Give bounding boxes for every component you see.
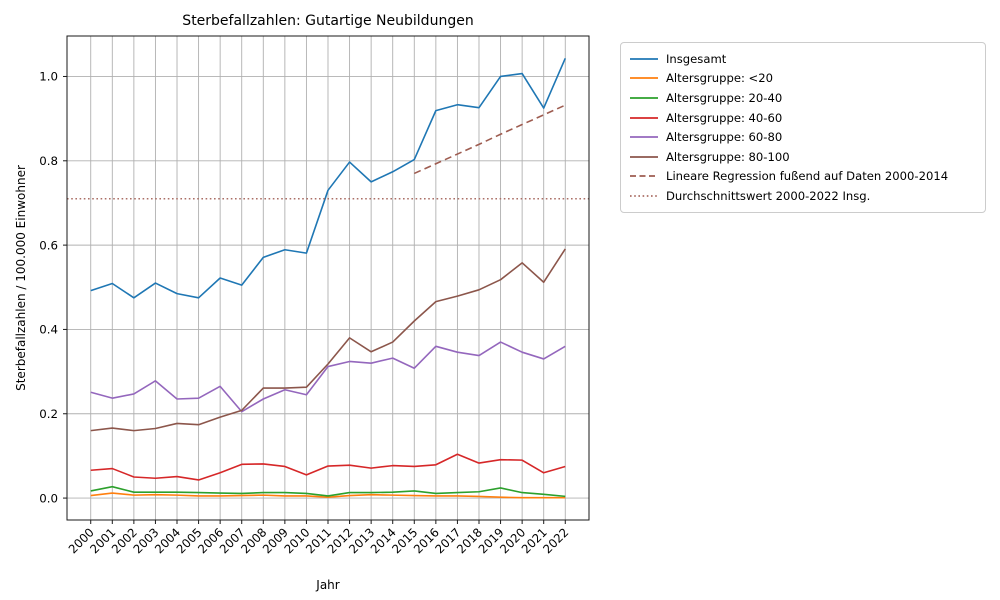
series-solid-line	[90, 248, 566, 432]
series-solid-line	[90, 453, 566, 481]
legend-item-label: Altersgruppe: 60-80	[666, 130, 783, 145]
legend-item-label: Lineare Regression fußend auf Daten 2000…	[666, 169, 949, 184]
legend-item-label: Altersgruppe: 40-60	[666, 110, 783, 125]
y-tick-label: 0.4	[39, 323, 58, 337]
legend-solid-line-swatch	[630, 136, 658, 139]
y-tick-label: 0.0	[39, 491, 58, 505]
legend-item-label: Insgesamt	[666, 51, 727, 66]
legend-solid-line-swatch	[630, 57, 658, 60]
legend-solid-line-swatch	[630, 97, 658, 99]
legend-item-label: Altersgruppe: <20	[666, 71, 774, 86]
legend-solid-line-swatch	[630, 155, 658, 158]
legend-item: Altersgruppe: <20	[629, 69, 976, 89]
legend-item: Altersgruppe: 20-40	[629, 88, 976, 108]
y-tick-label: 1.0	[39, 70, 58, 84]
x-tick-label: 2022	[540, 525, 571, 556]
series-solid-line	[90, 492, 566, 499]
legend-item-label: Durchschnittswert 2000-2022 Insg.	[666, 188, 871, 203]
chart-title: Sterbefallzahlen: Gutartige Neubildungen	[182, 13, 474, 29]
y-tick-label: 0.8	[39, 154, 58, 168]
legend-item-label: Altersgruppe: 20-40	[666, 90, 783, 105]
legend-item: Altersgruppe: 80-100	[629, 147, 976, 167]
legend-item: Lineare Regression fußend auf Daten 2000…	[629, 167, 976, 187]
y-axis-label: Sterbefallzahlen / 100.000 Einwohner	[14, 165, 28, 391]
y-tick-label: 0.6	[39, 238, 58, 252]
series-solid-line	[90, 341, 566, 413]
y-tick-label: 0.2	[39, 407, 58, 421]
x-axis-label: Jahr	[316, 578, 340, 592]
legend-item: Altersgruppe: 60-80	[629, 127, 976, 147]
legend-item-label: Altersgruppe: 80-100	[666, 149, 790, 164]
legend-item: Insgesamt	[629, 49, 976, 69]
legend-item: Durchschnittswert 2000-2022 Insg.	[629, 186, 976, 206]
legend-dashed-line-swatch	[630, 175, 658, 178]
series-solid-line	[90, 485, 566, 498]
legend-item: Altersgruppe: 40-60	[629, 108, 976, 128]
series-dashed-line	[413, 104, 566, 175]
legend-dotted-line-swatch	[630, 195, 658, 197]
legend: Insgesamt Altersgruppe: <20 Altersgruppe: …	[620, 42, 986, 213]
legend-solid-line-swatch	[630, 77, 658, 80]
series-solid-line	[90, 58, 567, 299]
legend-solid-line-swatch	[630, 116, 658, 119]
